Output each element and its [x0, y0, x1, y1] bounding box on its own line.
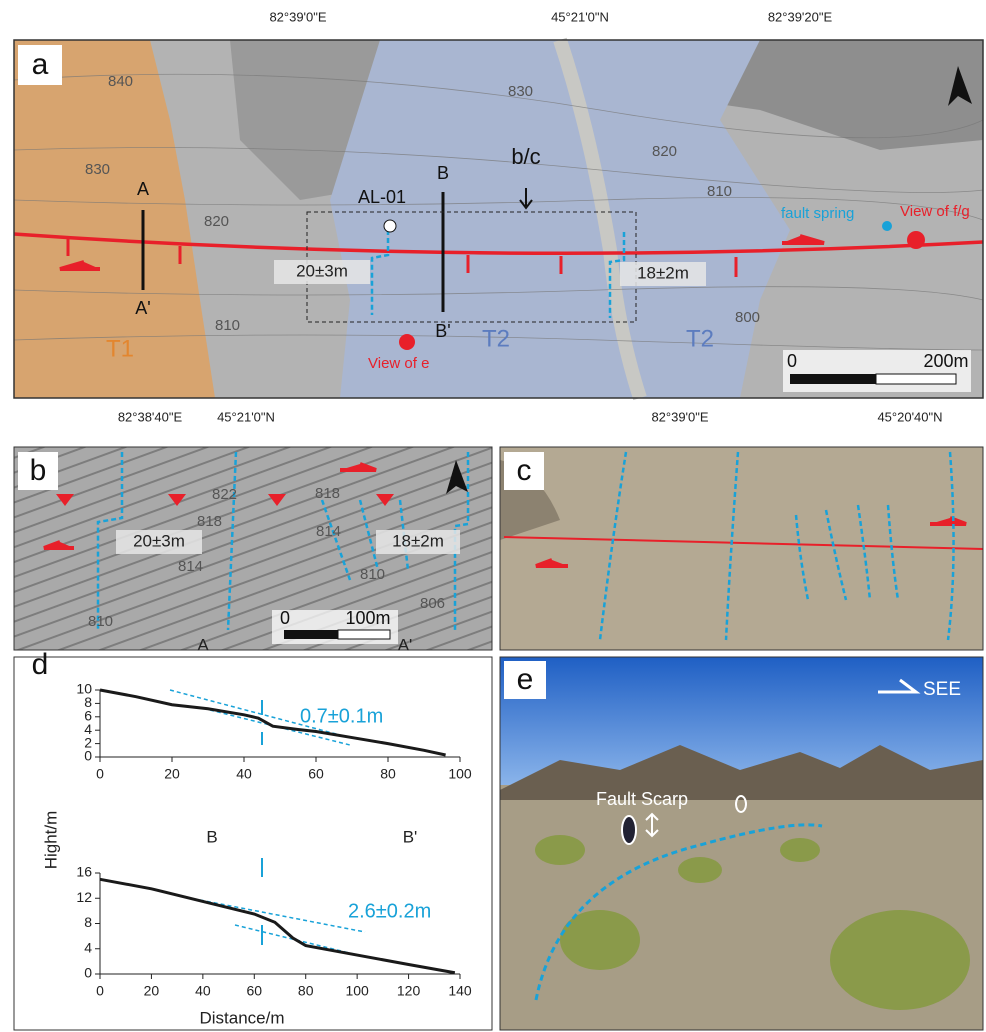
- scale-label: 100m: [345, 608, 390, 628]
- offset-label: 18±2m: [392, 531, 444, 550]
- unit-label: T2: [482, 325, 510, 352]
- viewpoint: [399, 334, 415, 350]
- contour-label: 810: [215, 317, 240, 334]
- unit-label: T1: [106, 335, 134, 362]
- contour-label: 814: [316, 523, 341, 540]
- contour-label: 800: [735, 309, 760, 326]
- panel-label: e: [517, 663, 534, 696]
- scale-bar: [876, 374, 956, 384]
- contour-label: 830: [85, 161, 110, 178]
- panel-c: c: [500, 447, 983, 650]
- contour-label: 810: [360, 566, 385, 583]
- profile-label: B: [206, 827, 217, 846]
- panel-label: b: [30, 454, 47, 487]
- profile-label: B': [435, 321, 450, 341]
- y-tick-label: 10: [76, 681, 92, 697]
- unit-label: T2: [686, 325, 714, 352]
- x-tick-label: 140: [448, 983, 472, 999]
- contour-label: 820: [652, 143, 677, 160]
- site-label: AL-01: [358, 187, 406, 207]
- scale-bar: [284, 630, 338, 639]
- coordinate: 45°20'40"N: [877, 409, 942, 424]
- contour-label: 840: [108, 73, 133, 90]
- x-tick-label: 40: [195, 983, 211, 999]
- x-tick-label: 0: [96, 766, 104, 782]
- view-label: View of e: [368, 355, 429, 372]
- offset-label: 0.7±0.1m: [300, 705, 383, 727]
- y-tick-label: 4: [84, 939, 92, 955]
- scale-label: 200m: [923, 351, 968, 371]
- contour-label: 820: [204, 213, 229, 230]
- x-tick-label: 20: [144, 983, 160, 999]
- view-label: View of f/g: [900, 203, 970, 220]
- viewpoint: [907, 231, 925, 249]
- coordinate: 82°39'0"E: [269, 9, 326, 24]
- x-tick-label: 60: [308, 766, 324, 782]
- x-tick-label: 80: [298, 983, 314, 999]
- spring-label: fault spring: [781, 205, 854, 222]
- x-tick-label: 60: [246, 983, 262, 999]
- person-marker: [622, 816, 636, 844]
- profile-label: B: [437, 163, 449, 183]
- coordinate: 82°38'40"E: [118, 409, 183, 424]
- contour-label: 818: [315, 485, 340, 502]
- scarp-label: Fault Scarp: [596, 789, 688, 809]
- offset-label: 20±3m: [133, 531, 185, 550]
- x-tick-label: 0: [96, 983, 104, 999]
- scale-label: 0: [787, 351, 797, 371]
- x-tick-label: 40: [236, 766, 252, 782]
- y-tick-label: 12: [76, 889, 92, 905]
- panel-label: c: [517, 454, 532, 487]
- contour-label: 810: [707, 183, 732, 200]
- x-axis-label: Distance/m: [199, 1008, 284, 1027]
- panel-label: a: [32, 48, 49, 81]
- profile-label: A': [398, 635, 413, 654]
- offset-label: 20±3m: [296, 261, 348, 280]
- panel-e: Fault Scarp SEE e: [500, 657, 983, 1030]
- contour-label: 822: [212, 486, 237, 503]
- profile-label: A': [135, 298, 150, 318]
- offset-label: 2.6±0.2m: [348, 900, 431, 922]
- x-tick-label: 100: [448, 766, 472, 782]
- panel-label: d: [32, 648, 49, 681]
- site-marker: [384, 220, 396, 232]
- x-tick-label: 20: [164, 766, 180, 782]
- x-tick-label: 100: [345, 983, 369, 999]
- contour-label: 830: [508, 83, 533, 100]
- figure: 82°39'0"E 45°21'0"N 82°39'20"E a 840 830…: [0, 0, 986, 1032]
- x-tick-label: 120: [397, 983, 421, 999]
- aerial-image: [500, 447, 983, 650]
- scale-label: 0: [280, 608, 290, 628]
- y-tick-label: 16: [76, 864, 92, 880]
- contour-label: 814: [178, 558, 203, 575]
- y-axis-label: Hight/m: [41, 811, 60, 870]
- coordinate: 82°39'20"E: [768, 9, 833, 24]
- coordinate: 82°39'0"E: [651, 409, 708, 424]
- panel-b: b 822 818 814 810 814 818 810 806 20±3m …: [14, 447, 492, 650]
- direction-label: SEE: [923, 679, 961, 700]
- coordinate: 45°21'0"N: [217, 409, 275, 424]
- profile-label: B': [403, 827, 418, 846]
- offset-label: 18±2m: [637, 263, 689, 282]
- y-tick-label: 0: [84, 965, 92, 981]
- profile-label: A: [197, 635, 209, 654]
- contour-label: 806: [420, 595, 445, 612]
- y-tick-label: 8: [84, 914, 92, 930]
- x-tick-label: 80: [380, 766, 396, 782]
- spring-marker: [882, 221, 892, 231]
- inset-label: b/c: [511, 144, 540, 169]
- panel-a: a 840 830 820 830 820 810 810 800 A A' B…: [14, 40, 983, 398]
- scale-bar: [338, 630, 390, 639]
- contour-label: 818: [197, 513, 222, 530]
- scale-bar: [790, 374, 876, 384]
- profile-label: A: [137, 179, 149, 199]
- coordinate: 45°21'0"N: [551, 9, 609, 24]
- contour-label: 810: [88, 613, 113, 630]
